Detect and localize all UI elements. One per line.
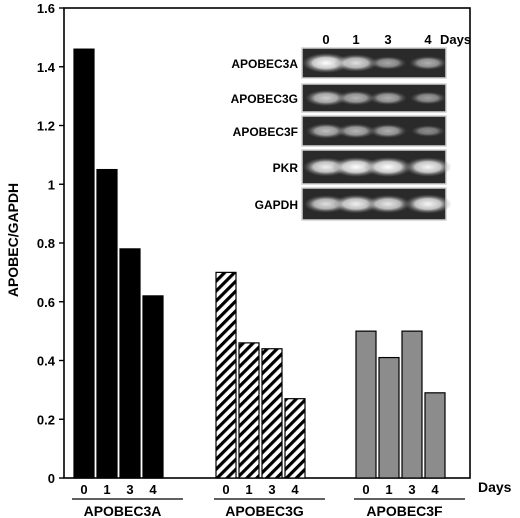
- bar-apobec3g-day-4: [284, 398, 306, 479]
- y-axis-label: APOBEC/GAPDH: [5, 183, 21, 297]
- x-tick-label: 0: [80, 482, 87, 497]
- gel-day-header: 1: [352, 32, 359, 47]
- bar-apobec3a-day-3: [119, 248, 141, 479]
- x-tick-label: 4: [149, 482, 157, 497]
- gel-band: [369, 91, 407, 105]
- bar-apobec3a-day-1: [96, 168, 118, 479]
- gel-band: [409, 56, 447, 70]
- y-tick-label: 0.8: [37, 236, 55, 251]
- x-tick-label: 3: [126, 482, 133, 497]
- gel-days-header: Days: [440, 32, 471, 47]
- x-tick-label: 4: [291, 482, 299, 497]
- gel-image-inset: 0 1 3 4 Days APOBEC3A APOBEC3G APOBEC3F PKR GAPDH: [231, 32, 471, 221]
- gel-row-label: APOBEC3F: [233, 125, 298, 139]
- y-tick-label: 0.6: [37, 295, 55, 310]
- x-tick-label: 0: [222, 482, 229, 497]
- bar-apobec3f-day-4: [424, 392, 446, 479]
- gel-row-label: PKR: [273, 161, 299, 175]
- gel-band: [369, 124, 407, 138]
- group-label-apobec3g: APOBEC3G: [225, 503, 304, 518]
- y-tick-label: 1: [48, 177, 55, 192]
- gel-band: [404, 194, 452, 214]
- gel-band: [333, 194, 379, 214]
- y-tick-label: 0.2: [37, 412, 55, 427]
- bar-apobec3g-day-3: [261, 348, 283, 479]
- bar-apobec3g-day-0: [215, 271, 237, 479]
- x-tick-label: 3: [268, 482, 275, 497]
- gel-band: [334, 54, 378, 72]
- gel-band: [404, 157, 452, 177]
- y-tick-label: 0.4: [37, 354, 56, 369]
- y-tick-label: 1.4: [37, 60, 56, 75]
- x-axis-days-label: Days: [478, 479, 512, 495]
- bar-apobec3a-day-4: [142, 295, 164, 479]
- x-tick-label: 3: [408, 482, 415, 497]
- y-tick-label: 0: [48, 471, 55, 486]
- bar-apobec3f-day-0: [355, 330, 377, 479]
- gel-band: [336, 90, 376, 106]
- bars: [73, 48, 446, 479]
- gel-band: [365, 194, 411, 214]
- x-tick-label: 0: [362, 482, 369, 497]
- gel-band: [336, 123, 376, 139]
- gel-day-header: 3: [384, 32, 391, 47]
- gel-band: [364, 157, 412, 177]
- gel-row-label: APOBEC3A: [231, 57, 298, 71]
- gel-band: [306, 123, 346, 139]
- gel-band: [411, 125, 445, 137]
- y-tick-label: 1.2: [37, 119, 55, 134]
- gel-band: [369, 56, 407, 70]
- gel-row-label: APOBEC3G: [231, 92, 298, 106]
- bar-apobec3f-day-3: [401, 330, 423, 479]
- group-label-apobec3f: APOBEC3F: [366, 503, 443, 518]
- gel-day-header: 4: [424, 32, 432, 47]
- y-axis: 0 0.2 0.4 0.6 0.8 1 1.2 1.4 1.6: [37, 1, 64, 486]
- x-tick-label: 4: [431, 482, 439, 497]
- gel-band: [305, 89, 347, 107]
- bar-apobec3f-day-1: [378, 356, 400, 479]
- x-tick-label: 1: [103, 482, 110, 497]
- gel-day-header: 0: [322, 32, 329, 47]
- x-tick-label: 1: [245, 482, 252, 497]
- x-tick-label: 1: [385, 482, 392, 497]
- group-label-apobec3a: APOBEC3A: [84, 503, 162, 518]
- bar-apobec3g-day-1: [238, 342, 260, 479]
- x-axis-labels: 0 1 3 4 APOBEC3A 0 1 3 4 APOBEC3G 0 1 3 4 APOBEC3F: [72, 482, 465, 518]
- gel-band: [410, 91, 446, 105]
- gel-row-label: GAPDH: [255, 198, 298, 212]
- bar-apobec3a-day-0: [73, 48, 95, 479]
- y-tick-label: 1.6: [37, 1, 55, 16]
